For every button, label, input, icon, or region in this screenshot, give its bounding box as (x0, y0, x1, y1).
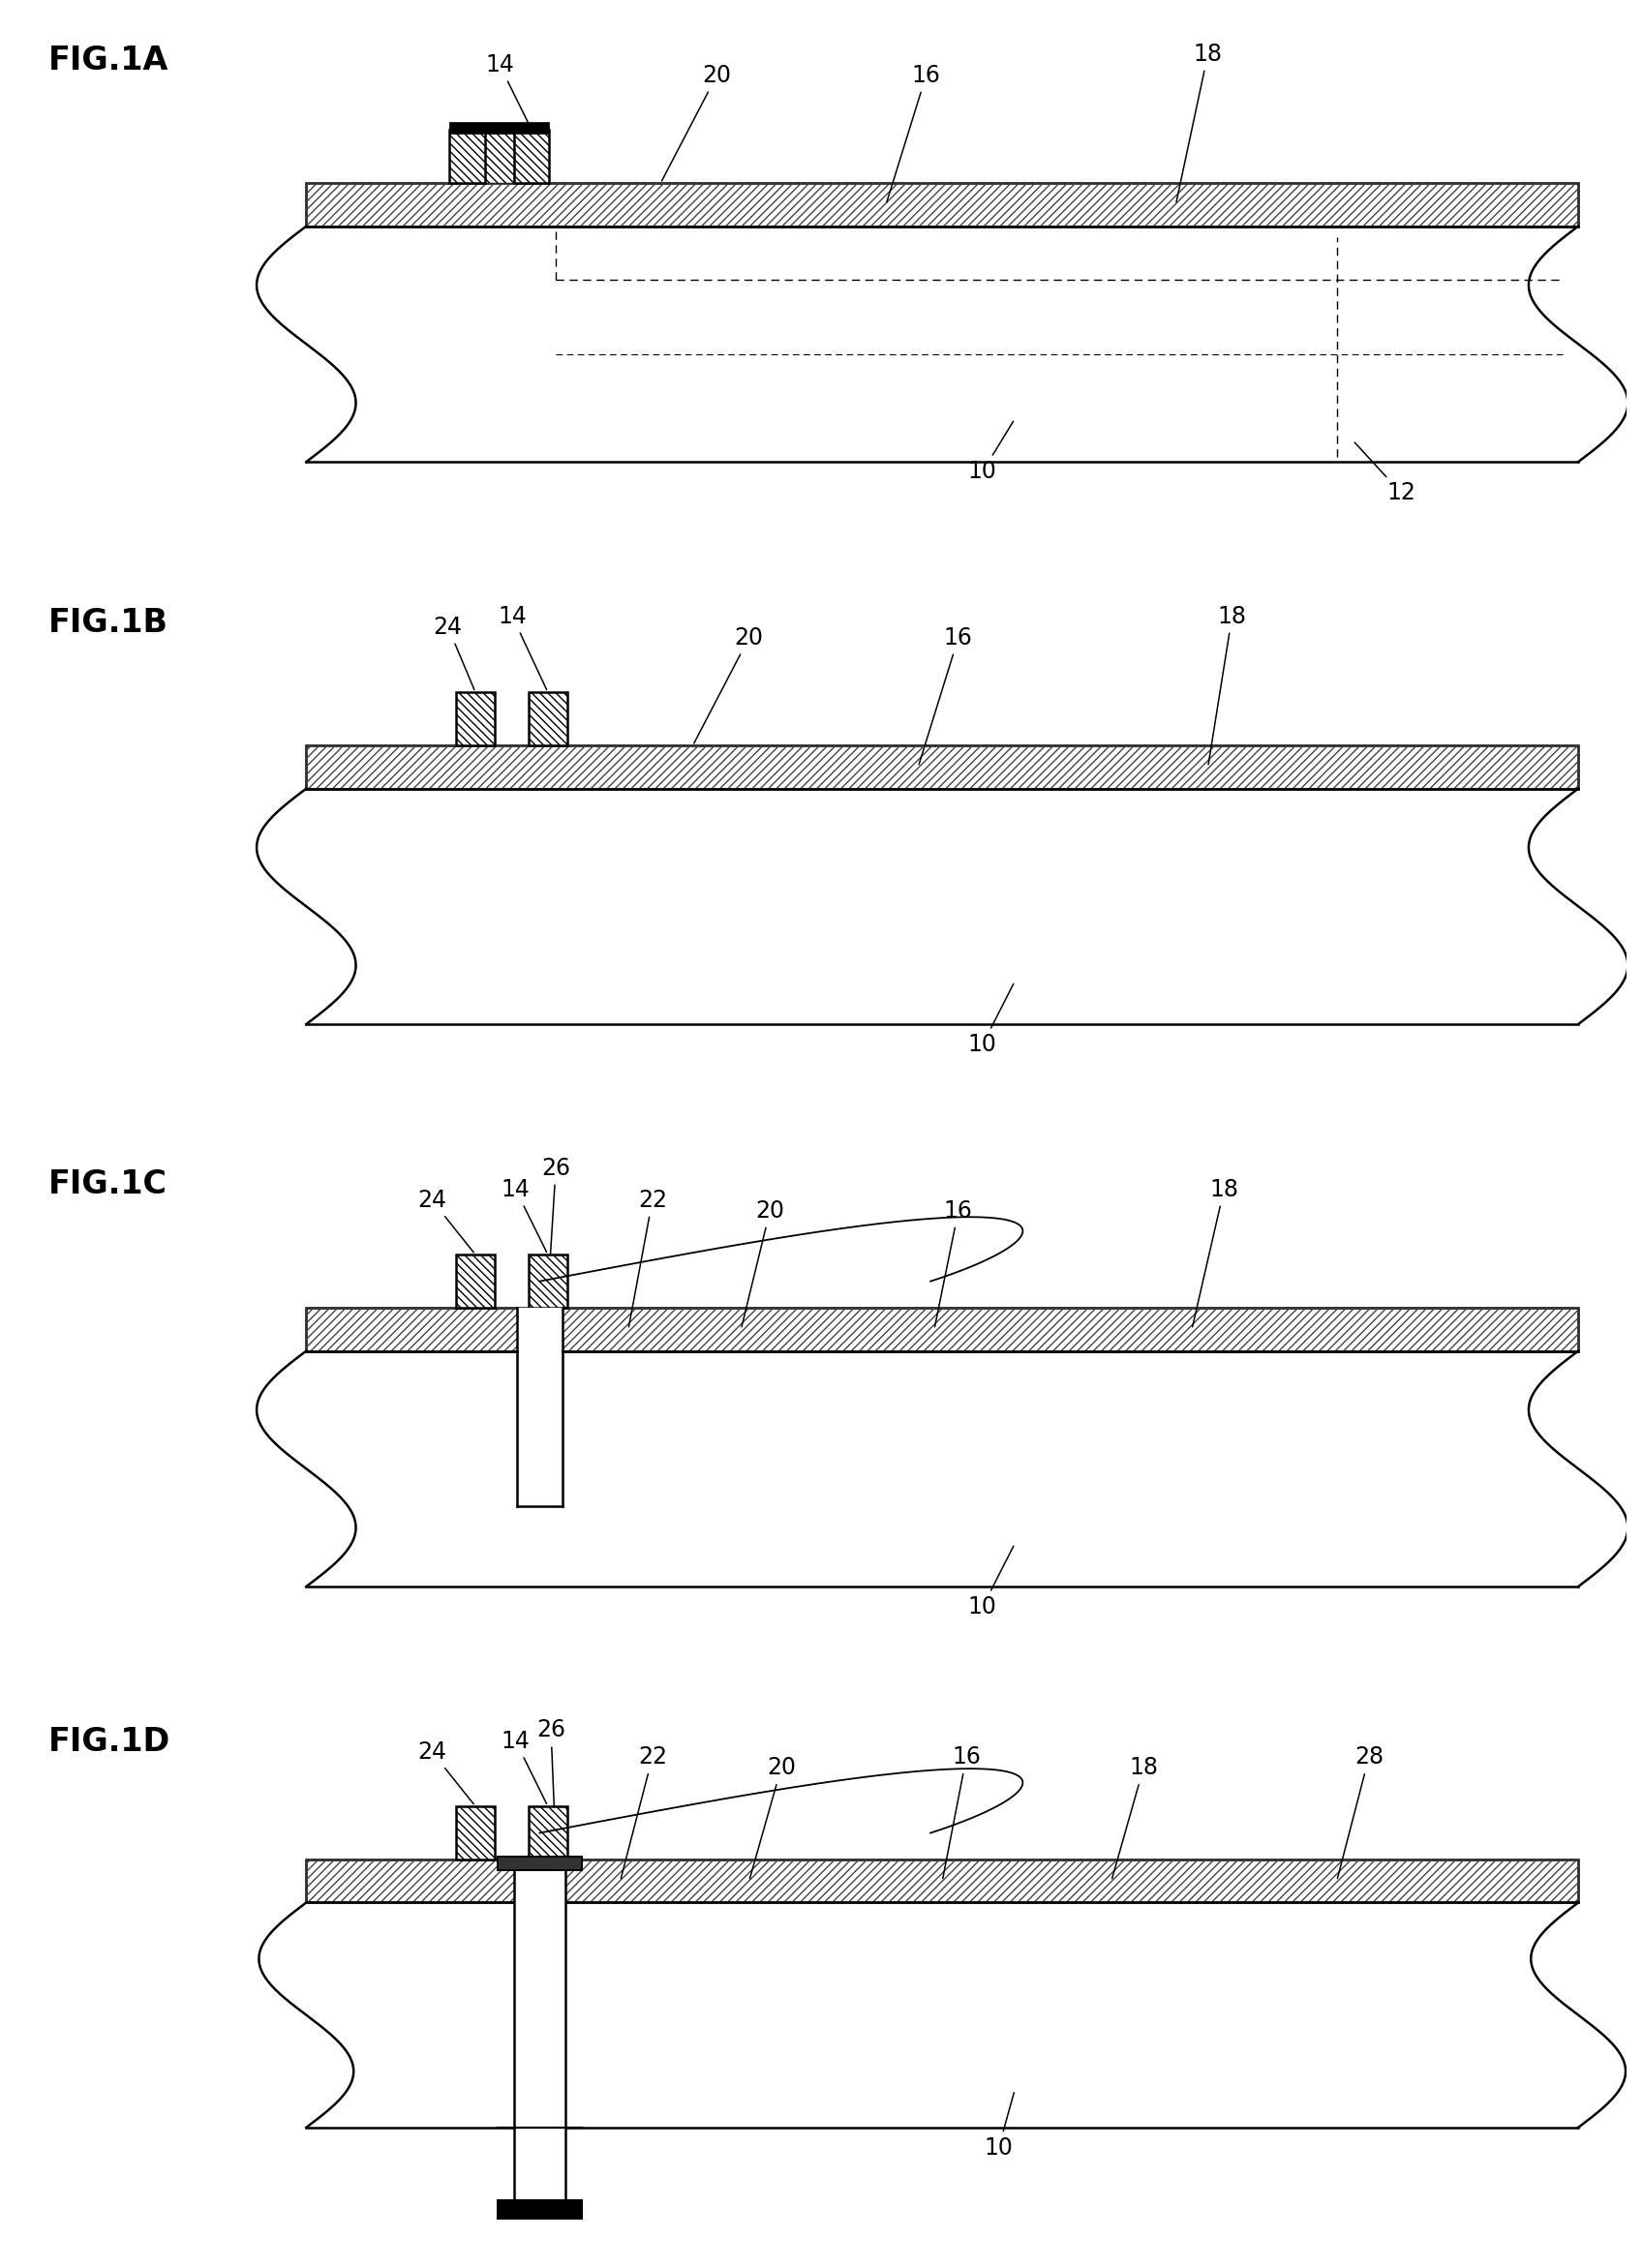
Bar (518, 1352, 562, 1506)
Bar (485, 129, 514, 184)
Text: 26: 26 (541, 1157, 570, 1295)
Text: 24: 24 (417, 1188, 473, 1252)
Bar (455, 692, 495, 746)
Text: 10: 10 (968, 984, 1014, 1057)
Bar (455, 692, 495, 746)
Bar (306, 184, 1579, 227)
Text: 18: 18 (1176, 43, 1222, 202)
Text: 20: 20 (749, 1755, 795, 1878)
Text: 20: 20 (741, 1200, 784, 1327)
Text: FIG.1C: FIG.1C (49, 1168, 168, 1200)
Text: 22: 22 (621, 1746, 667, 1878)
Bar (529, 692, 567, 746)
Text: 28: 28 (1337, 1746, 1383, 1878)
Bar (514, 129, 549, 184)
Bar (306, 746, 1579, 789)
Text: 16: 16 (918, 626, 973, 764)
Bar (529, 1254, 567, 1309)
Text: 18: 18 (1193, 1177, 1239, 1327)
Text: 16: 16 (943, 1746, 981, 1878)
Text: 14: 14 (501, 1730, 547, 1803)
Text: 16: 16 (887, 64, 941, 202)
Bar (498, 2200, 582, 2218)
Text: 20: 20 (693, 626, 764, 744)
Text: 18: 18 (1112, 1755, 1158, 1878)
Text: 26: 26 (537, 1719, 565, 1846)
Bar (306, 1309, 1579, 1352)
Text: FIG.1D: FIG.1D (49, 1726, 171, 1758)
Bar (518, 1309, 562, 1352)
Text: 24: 24 (434, 615, 475, 689)
Bar (450, 129, 485, 184)
Text: 22: 22 (629, 1188, 667, 1327)
Text: 14: 14 (485, 52, 531, 127)
Bar (450, 122, 549, 134)
Text: 14: 14 (498, 606, 547, 689)
Bar (306, 746, 1579, 789)
Bar (485, 129, 514, 184)
Text: FIG.1A: FIG.1A (49, 43, 169, 77)
Text: 10: 10 (968, 1547, 1014, 1619)
Bar (514, 129, 549, 184)
Bar (306, 1860, 1579, 1903)
Text: 24: 24 (417, 1740, 473, 1803)
Bar (306, 1860, 1579, 1903)
Bar (529, 1805, 567, 1860)
Text: 18: 18 (1208, 606, 1247, 764)
Text: 10: 10 (984, 2093, 1014, 2159)
Text: 14: 14 (501, 1177, 547, 1252)
Text: FIG.1B: FIG.1B (49, 606, 169, 637)
Bar (306, 1309, 1579, 1352)
Bar (529, 1805, 567, 1860)
Bar (455, 1254, 495, 1309)
Bar (498, 1857, 582, 1871)
Bar (306, 184, 1579, 227)
Bar (450, 129, 485, 184)
Bar (514, 1860, 565, 2202)
Text: 28: 28 (526, 2200, 554, 2225)
Text: 20: 20 (662, 64, 731, 181)
Text: 10: 10 (968, 422, 1014, 483)
Bar (529, 692, 567, 746)
Bar (455, 1254, 495, 1309)
Text: 12: 12 (1355, 442, 1416, 506)
Text: 16: 16 (935, 1200, 973, 1327)
Bar (455, 1805, 495, 1860)
Bar (455, 1805, 495, 1860)
Bar (529, 1254, 567, 1309)
